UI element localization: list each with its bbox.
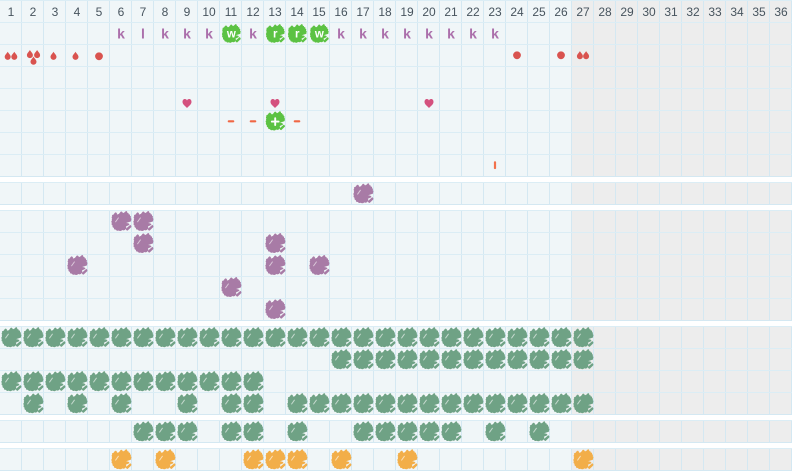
svg-text:35: 35 <box>752 5 766 19</box>
svg-text:31: 31 <box>664 5 678 19</box>
svg-text:k: k <box>425 26 433 42</box>
svg-text:28: 28 <box>598 5 612 19</box>
svg-text:8: 8 <box>162 5 169 19</box>
svg-text:11: 11 <box>225 5 238 19</box>
svg-text:4: 4 <box>74 5 81 19</box>
svg-text:k: k <box>249 26 257 42</box>
svg-text:20: 20 <box>422 5 436 19</box>
svg-text:18: 18 <box>378 5 392 19</box>
svg-text:7: 7 <box>140 5 147 19</box>
svg-text:k: k <box>469 26 477 42</box>
svg-text:w: w <box>226 29 236 41</box>
svg-text:k: k <box>491 26 499 42</box>
svg-text:3: 3 <box>52 5 59 19</box>
svg-text:1: 1 <box>8 5 15 19</box>
svg-text:12: 12 <box>246 5 260 19</box>
svg-text:17: 17 <box>356 5 370 19</box>
svg-text:k: k <box>337 26 345 42</box>
svg-text:9: 9 <box>184 5 191 19</box>
svg-text:25: 25 <box>532 5 546 19</box>
svg-text:36: 36 <box>774 5 788 19</box>
svg-text:13: 13 <box>268 5 282 19</box>
svg-text:k: k <box>161 26 169 42</box>
svg-text:5: 5 <box>96 5 103 19</box>
svg-text:6: 6 <box>118 5 125 19</box>
svg-text:l: l <box>141 26 145 42</box>
svg-text:26: 26 <box>554 5 568 19</box>
svg-text:14: 14 <box>290 5 304 19</box>
svg-text:22: 22 <box>466 5 480 19</box>
svg-text:w: w <box>314 29 324 41</box>
svg-text:19: 19 <box>400 5 414 19</box>
svg-text:33: 33 <box>708 5 722 19</box>
svg-text:2: 2 <box>30 5 37 19</box>
svg-text:30: 30 <box>642 5 656 19</box>
svg-text:k: k <box>381 26 389 42</box>
svg-text:k: k <box>205 26 213 42</box>
svg-text:10: 10 <box>202 5 216 19</box>
svg-text:k: k <box>117 26 125 42</box>
svg-text:k: k <box>403 26 411 42</box>
svg-text:15: 15 <box>312 5 326 19</box>
svg-text:34: 34 <box>730 5 744 19</box>
svg-text:k: k <box>183 26 191 42</box>
svg-text:16: 16 <box>334 5 348 19</box>
svg-text:r: r <box>295 29 300 41</box>
svg-text:27: 27 <box>576 5 590 19</box>
svg-text:21: 21 <box>444 5 458 19</box>
svg-text:24: 24 <box>510 5 524 19</box>
svg-text:29: 29 <box>620 5 634 19</box>
svg-text:32: 32 <box>686 5 700 19</box>
svg-text:23: 23 <box>488 5 502 19</box>
svg-text:k: k <box>359 26 367 42</box>
svg-text:r: r <box>273 29 278 41</box>
svg-text:k: k <box>447 26 455 42</box>
